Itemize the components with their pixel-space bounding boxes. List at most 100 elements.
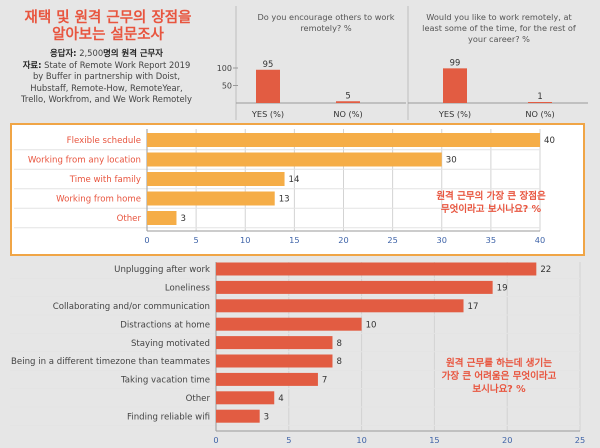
difficulty-value-label: 4: [278, 394, 283, 404]
career-category-label: NO (%): [525, 109, 554, 119]
difficulty-bar-finding-reliable-wifi: [216, 409, 260, 423]
source-line-2: by Buffer in partnership with Doist,: [32, 71, 180, 81]
career-bar-yes: [443, 68, 467, 103]
difficulty-value-label: 17: [468, 302, 479, 312]
title-line-1: 재택 및 원격 근무의 장점을: [24, 10, 192, 26]
benefits-bar-other: [147, 211, 177, 225]
difficulty-category-label: Finding reliable wifi: [127, 412, 210, 422]
benefits-value-label: 3: [180, 214, 185, 224]
benefits-x-tick-label: 10: [240, 235, 250, 245]
encourage-chart-title: Do you encourage others to work remotely?…: [257, 12, 394, 33]
top-charts-svg: Do you encourage others to work remotely?…: [217, 6, 588, 120]
respondents-label: 응답자:: [50, 48, 77, 58]
benefits-category-label: Working from any location: [28, 156, 141, 166]
difficulty-bar-unplugging-after-work: [216, 262, 537, 276]
difficulty-value-label: 8: [336, 339, 341, 349]
source-text-1: State of Remote Work Report 2019: [44, 59, 191, 70]
benefits-bar-time-with-family: [147, 172, 285, 186]
difficulty-x-tick-label: 0: [213, 435, 218, 445]
difficulty-x-tick-label: 25: [575, 435, 585, 445]
benefits-value-label: 13: [279, 195, 290, 205]
benefits-bar-flexible-schedule: [147, 133, 540, 147]
source-line-3: Hubstaff, Remote-How, RemoteYear,: [30, 82, 183, 93]
career-chart-title-line: Would you like to work remotely, at: [426, 12, 572, 22]
career-chart-title-line: your career? %: [468, 34, 530, 44]
difficulty-category-label: Being in a different timezone than teamm…: [11, 357, 210, 367]
benefits-x-tick-label: 5: [194, 235, 199, 245]
benefits-x-tick-label: 40: [535, 235, 545, 245]
career-value-label: 99: [450, 57, 461, 67]
difficulty-bar-being-in-a-different-timezone-than-teammates: [216, 354, 333, 368]
difficulty-value-label: 19: [497, 284, 508, 294]
difficulty-value-label: 22: [540, 265, 551, 275]
difficulty-question-line-2: 가장 큰 어려움은 무엇이라고: [441, 371, 557, 382]
difficulty-x-tick-label: 5: [286, 435, 291, 445]
encourage-chart-title-line: remotely? %: [300, 23, 352, 33]
respondents-suffix: 명의 원격 근무자: [103, 48, 163, 58]
benefits-x-tick-label: 30: [437, 235, 447, 245]
encourage-value-label: 95: [263, 59, 274, 69]
benefits-x-tick-label: 25: [387, 235, 397, 245]
benefits-bar-working-from-home: [147, 191, 275, 206]
difficulty-bar-collaborating-and-or-communication: [216, 299, 464, 313]
career-category-label: YES (%): [438, 109, 471, 119]
difficulty-category-label: Taking vacation time: [120, 376, 210, 386]
benefits-category-label: Working from home: [56, 195, 141, 205]
career-chart-title-line: least some of the time, for the rest of: [422, 23, 577, 33]
benefits-question: 원격 근무의 가장 큰 장점은 무엇이라고 보시나요? %: [416, 190, 566, 216]
encourage-category-label: YES (%): [251, 109, 284, 119]
difficulty-bar-distractions-at-home: [216, 317, 362, 331]
respondents-line: 응답자: 2,500명의 원격 근무자: [4, 48, 209, 60]
difficulty-value-label: 3: [264, 412, 269, 422]
difficulty-category-label: Other: [186, 394, 211, 404]
difficulty-x-tick-label: 20: [502, 435, 512, 445]
difficulty-x-tick-label: 15: [429, 435, 439, 445]
benefits-chart-svg: 0 5 10 15 20 25 30 35 40 40 Flexible schedule 30 Wor…: [14, 129, 555, 245]
benefits-x-tick-label: 0: [144, 235, 149, 245]
difficulty-category-label: Staying motivated: [131, 339, 210, 349]
benefits-value-label: 30: [446, 156, 457, 166]
benefits-question-line-1: 원격 근무의 가장 큰 장점은: [436, 191, 546, 202]
difficulty-question-line-1: 원격 근무를 하는데 생기는: [445, 358, 553, 369]
difficulty-bar-staying-motivated: [216, 336, 333, 350]
source-line-1: 자료: State of Remote Work Report 2019: [4, 60, 209, 72]
title-line-2: 알아보는 설문조사: [52, 27, 164, 43]
respondents-value: 2,500: [79, 48, 104, 58]
difficulty-category-label: Unplugging after work: [114, 265, 210, 275]
benefits-x-tick-label: 15: [289, 235, 299, 245]
encourage-bar-yes: [256, 69, 280, 103]
benefits-category-label: Flexible schedule: [67, 136, 141, 146]
difficulty-value-label: 8: [336, 357, 341, 367]
benefits-value-label: 40: [544, 136, 555, 146]
difficulty-chart-svg: 0 5 10 15 20 25 22 Unplugging after work 19 Lonel…: [10, 262, 585, 445]
infographic-title: 재택 및 원격 근무의 장점을 알아보는 설문조사: [8, 10, 208, 44]
difficulty-bar-loneliness: [216, 280, 493, 294]
benefits-category-label: Other: [117, 214, 142, 224]
encourage-chart-title-line: Do you encourage others to work: [257, 12, 394, 22]
benefits-x-tick-label: 20: [338, 235, 348, 245]
difficulty-value-label: 7: [322, 376, 327, 386]
difficulty-bar-taking-vacation-time: [216, 372, 318, 386]
encourage-y-tick-label: 100: [217, 64, 232, 73]
source-line-4: Trello, Workfrom, and We Work Remotely: [21, 94, 192, 104]
career-bar-no: [528, 102, 552, 103]
source-info: 응답자: 2,500명의 원격 근무자 자료: State of Remote …: [4, 48, 209, 106]
difficulty-question-line-3: 보시나요? %: [472, 384, 526, 395]
difficulty-category-label: Collaborating and/or communication: [53, 302, 210, 312]
difficulty-value-label: 10: [366, 320, 377, 330]
encourage-value-label: 5: [345, 90, 350, 100]
difficulty-bar-other: [216, 391, 275, 405]
difficulty-question: 원격 근무를 하는데 생기는 가장 큰 어려움은 무엇이라고 보시나요? %: [424, 357, 574, 396]
career-value-label: 1: [537, 91, 542, 101]
source-label: 자료:: [22, 59, 42, 70]
benefits-x-tick-label: 35: [486, 235, 496, 245]
benefits-category-label: Time with family: [69, 175, 141, 185]
benefits-question-line-2: 무엇이라고 보시나요? %: [440, 204, 542, 215]
encourage-category-label: NO (%): [333, 109, 362, 119]
encourage-bar-no: [336, 101, 360, 103]
career-chart-title: Would you like to work remotely, at least…: [422, 12, 577, 44]
difficulty-category-label: Loneliness: [165, 284, 211, 294]
benefits-value-label: 14: [289, 175, 300, 185]
benefits-bar-working-from-any-location: [147, 152, 442, 167]
